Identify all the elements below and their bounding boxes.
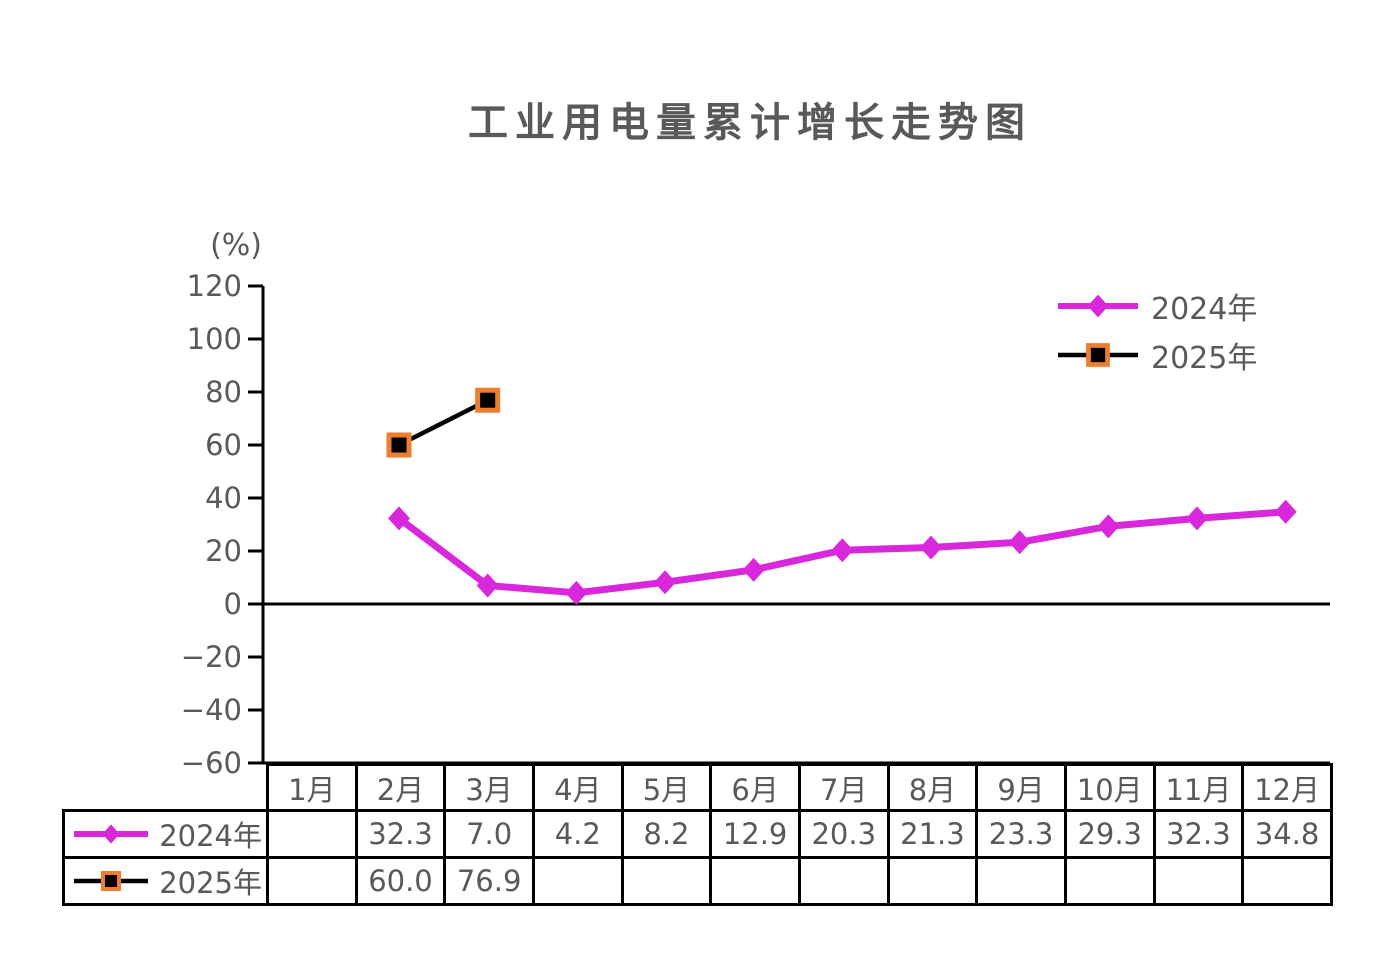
table-cell: 32.3 — [1152, 809, 1245, 859]
table-header-cell: 9月 — [975, 763, 1067, 812]
y-axis-tick-label: 100 — [187, 322, 242, 356]
table-header-cell: 8月 — [886, 763, 979, 812]
table-header-cell: 11月 — [1152, 763, 1245, 812]
table-header-cell: 2月 — [354, 763, 447, 812]
table-header-cell: 10月 — [1063, 763, 1156, 812]
legend-item: 2025年 — [1057, 330, 1257, 379]
table-cell: 12.9 — [709, 809, 801, 859]
series-sample-icon — [1058, 294, 1138, 317]
table-cell: 32.3 — [354, 809, 447, 859]
table-cell — [531, 856, 624, 906]
y-axis-tick-label: −20 — [181, 640, 242, 674]
square-marker — [1086, 342, 1110, 367]
table-cell: 21.3 — [886, 809, 979, 859]
series-name: 2024年 — [159, 819, 262, 853]
diamond-marker — [565, 580, 588, 605]
table-cell: 23.3 — [975, 809, 1067, 859]
table-cell: 4.2 — [531, 809, 624, 859]
table-cell: 29.3 — [1063, 809, 1156, 859]
table-cell — [1063, 856, 1156, 906]
table-cell — [709, 856, 801, 906]
table-cell — [620, 856, 713, 906]
table-corner-blank — [64, 765, 268, 811]
diamond-marker — [1008, 530, 1031, 555]
table-header-cell: 6月 — [709, 763, 801, 812]
diamond-marker — [388, 506, 410, 531]
series-line — [397, 398, 489, 448]
table-row: 2024年 32.3 7.0 4.2 8.2 12.9 20.3 21.3 23.3 29.3 32… — [62, 809, 1333, 859]
y-axis-tick-label: −60 — [181, 746, 242, 780]
y-axis-unit-label: (%) — [210, 228, 262, 263]
table-header-cell: 3月 — [443, 763, 535, 812]
table-cell — [797, 856, 890, 906]
y-axis-tick-label: 80 — [205, 375, 242, 409]
diamond-marker — [831, 538, 854, 563]
y-axis-tick-label: 60 — [205, 428, 242, 462]
table-header-cell: 7月 — [797, 763, 890, 812]
y-axis-tick-label: −40 — [181, 693, 242, 727]
series-label-cell: 2024年 — [62, 809, 269, 859]
data-table: 1月 2月 3月 4月 5月 6月 7月 8月 9月 10月 11月 12月 2024年 32.3 7.0 4… — [62, 763, 1333, 906]
series-label-cell: 2025年 — [62, 856, 269, 906]
table-header-cell: 5月 — [620, 763, 713, 812]
series-label: 2024年 — [67, 814, 265, 855]
table-cell: 7.0 — [443, 809, 535, 859]
legend-item: 2024年 — [1057, 281, 1257, 330]
table-cell — [975, 856, 1067, 906]
series-sample-icon — [74, 871, 149, 891]
table-cell — [886, 856, 979, 906]
series-sample-icon — [74, 824, 149, 844]
legend-label: 2025年 — [1151, 340, 1258, 376]
diamond-marker — [102, 824, 120, 844]
series-name: 2025年 — [159, 866, 262, 900]
table-cell — [266, 856, 358, 906]
y-axis-tick-label: 40 — [205, 481, 242, 515]
square-marker — [101, 871, 122, 891]
square-marker — [475, 387, 501, 413]
table-cell: 34.8 — [1241, 809, 1333, 859]
diamond-marker — [1097, 514, 1120, 539]
diamond-marker — [1274, 499, 1297, 524]
table-cell: 20.3 — [797, 809, 890, 859]
table-cell — [1152, 856, 1245, 906]
diamond-marker — [1087, 294, 1109, 317]
table-cell: 76.9 — [443, 856, 535, 906]
y-axis-tick-label: 120 — [187, 269, 242, 303]
table-cell — [1241, 856, 1333, 906]
table-header-cell: 4月 — [531, 763, 624, 812]
table-row: 2025年 60.0 76.9 — [62, 856, 1333, 906]
diamond-marker — [742, 557, 765, 582]
diamond-marker — [476, 573, 499, 598]
legend: 2024年 2025年 — [1057, 281, 1257, 379]
table-header-cell: 12月 — [1241, 763, 1333, 812]
table-cell — [266, 809, 358, 859]
diamond-marker — [654, 570, 676, 595]
y-axis-tick-label: 20 — [205, 534, 242, 568]
series-sample-icon — [1058, 342, 1138, 367]
table-cell: 60.0 — [354, 856, 447, 906]
table-header-cell: 1月 — [266, 763, 358, 812]
diamond-marker — [1186, 506, 1208, 531]
legend-label: 2024年 — [1151, 291, 1258, 327]
y-axis-tick-label: 0 — [224, 587, 242, 621]
series-label: 2025年 — [67, 861, 265, 902]
diamond-marker — [920, 535, 942, 560]
table-cell: 8.2 — [620, 809, 713, 859]
square-marker — [386, 432, 412, 458]
chart-title: 工业用电量累计增长走势图 — [468, 100, 1032, 146]
